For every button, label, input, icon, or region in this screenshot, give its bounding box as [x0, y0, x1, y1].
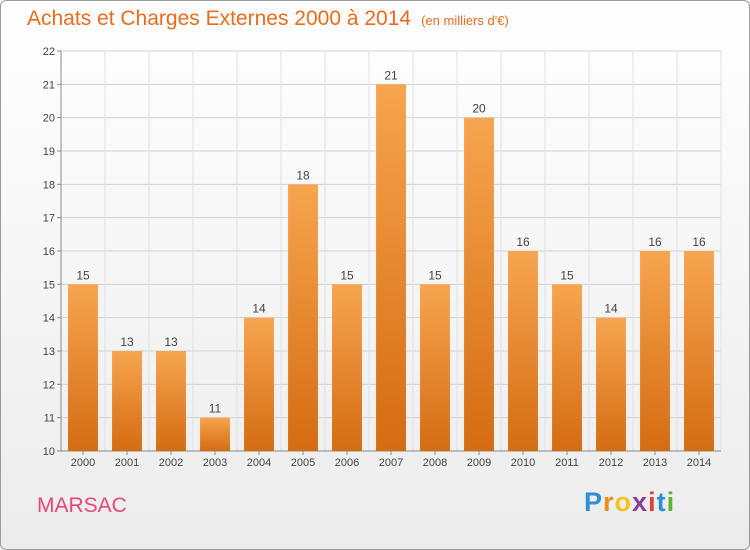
- brand-letter: i: [666, 487, 676, 517]
- brand-letter: t: [656, 487, 667, 517]
- data-label: 14: [252, 302, 266, 316]
- data-label: 20: [472, 102, 486, 116]
- y-tick-label: 13: [43, 346, 55, 358]
- bar: [508, 251, 538, 451]
- y-tick-label: 16: [43, 246, 55, 258]
- data-label: 15: [560, 268, 574, 282]
- data-label: 18: [296, 168, 310, 182]
- x-tick-label: 2000: [71, 457, 95, 469]
- data-label: 16: [516, 235, 530, 249]
- x-tick-label: 2007: [379, 457, 403, 469]
- bar: [112, 351, 142, 451]
- y-tick-label: 14: [43, 313, 55, 325]
- y-tick-label: 11: [44, 413, 55, 425]
- axes: 10 11 12 13 14 15 16 17 18 19 20 21 22 2000 2001 2002 20…: [43, 46, 721, 469]
- x-tick-label: 2002: [159, 457, 183, 469]
- bar: [244, 317, 274, 451]
- x-tick-label: 2006: [335, 457, 359, 469]
- x-tick-label: 2004: [247, 457, 271, 469]
- data-label: 15: [428, 268, 442, 282]
- x-tick-label: 2005: [291, 457, 315, 469]
- y-tick-label: 12: [43, 379, 55, 391]
- data-label: 11: [209, 402, 222, 416]
- bar: [332, 284, 362, 451]
- bar: [156, 351, 186, 451]
- y-tick-label: 15: [43, 279, 55, 291]
- data-label: 16: [648, 235, 662, 249]
- y-tick-label: 17: [43, 213, 55, 225]
- data-label: 14: [604, 302, 618, 316]
- brand-letter: r: [603, 487, 615, 517]
- y-tick-label: 10: [43, 446, 55, 458]
- data-label: 21: [384, 68, 398, 82]
- bars: [68, 84, 714, 452]
- x-tick-label: 2003: [203, 457, 227, 469]
- chart-title-main: Achats et Charges Externes 2000 à 2014: [27, 7, 412, 30]
- brand-letter: P: [584, 487, 604, 517]
- bar: [596, 317, 626, 451]
- x-tick-label: 2001: [115, 457, 139, 469]
- y-tick-label: 21: [43, 79, 55, 91]
- chart-title-unit: (en milliers d'€): [421, 13, 509, 28]
- bar: [376, 84, 406, 451]
- data-label: 15: [340, 268, 354, 282]
- x-tick-label: 2009: [467, 457, 491, 469]
- brand-logo: Proxiti: [584, 487, 675, 518]
- data-label: 13: [164, 335, 178, 349]
- bar: [552, 284, 582, 451]
- brand-letter: o: [614, 487, 633, 517]
- bar: [684, 251, 714, 451]
- brand-letter: x: [632, 487, 649, 517]
- bar: [464, 117, 494, 452]
- brand-letter: i: [648, 487, 657, 517]
- bar: [420, 284, 450, 451]
- data-label: 15: [76, 268, 90, 282]
- y-tick-label: 22: [43, 46, 55, 58]
- bar: [200, 417, 230, 451]
- data-labels: 15 13 13 11 14 18 15 21 15 20 16 15 14 16 16: [76, 68, 706, 415]
- y-tick-label: 19: [43, 146, 55, 158]
- x-tick-label: 2010: [511, 457, 535, 469]
- x-tick-label: 2012: [599, 457, 623, 469]
- chart-title: Achats et Charges Externes 2000 à 2014 (e…: [27, 7, 509, 31]
- y-tick-label: 20: [43, 113, 55, 125]
- x-tick-label: 2014: [687, 457, 711, 469]
- bar: [640, 251, 670, 451]
- y-tick-label: 18: [43, 179, 55, 191]
- data-label: 13: [120, 335, 134, 349]
- bar: [288, 184, 318, 452]
- location-name: MARSAC: [37, 494, 127, 517]
- x-tick-label: 2008: [423, 457, 447, 469]
- x-tick-label: 2013: [643, 457, 667, 469]
- x-tick-label: 2011: [555, 457, 579, 469]
- bar: [68, 284, 98, 451]
- data-label: 16: [692, 235, 706, 249]
